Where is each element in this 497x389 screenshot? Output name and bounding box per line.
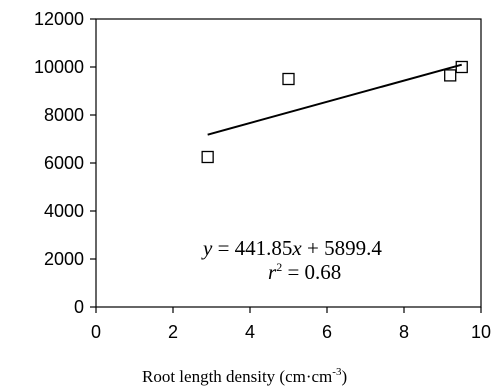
y-tick-label: 12000 [34, 9, 84, 29]
x-axis-title: Root length density (cm·cm-3) [142, 366, 347, 386]
data-point [455, 60, 468, 74]
y-axis-ticks: 0 2000 4000 6000 8000 10000 12000 [34, 9, 96, 317]
x-tick-label: 6 [322, 322, 332, 342]
x-tick-label: 2 [168, 322, 178, 342]
trendline [207, 63, 463, 136]
y-tick-label: 4000 [44, 201, 84, 221]
y-tick-label: 6000 [44, 153, 84, 173]
data-point [444, 69, 457, 82]
r-squared-label: r2 = 0.68 [268, 260, 341, 284]
data-point [282, 72, 295, 86]
y-tick-label: 10000 [34, 57, 84, 77]
y-tick-label: 8000 [44, 105, 84, 125]
x-axis-ticks: 0 2 4 6 8 10 [91, 307, 491, 342]
data-point [201, 150, 214, 164]
y-tick-label: 2000 [44, 249, 84, 269]
trendline-group [207, 63, 463, 136]
x-tick-label: 10 [471, 322, 491, 342]
equation-label: y = 441.85x + 5899.4 [201, 236, 382, 260]
x-tick-label: 4 [245, 322, 255, 342]
x-tick-label: 8 [399, 322, 409, 342]
y-tick-label: 0 [74, 297, 84, 317]
data-points [201, 60, 468, 164]
x-tick-label: 0 [91, 322, 101, 342]
